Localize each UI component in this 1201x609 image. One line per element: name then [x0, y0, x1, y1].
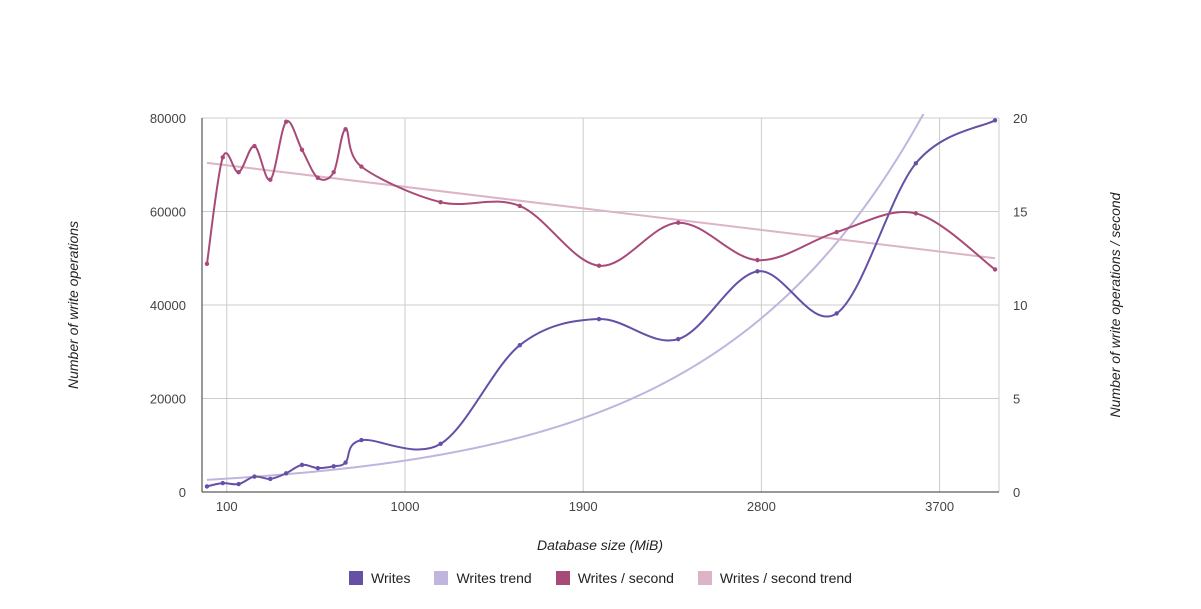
y-tick-label-left: 60000	[150, 205, 186, 220]
writes-second-point[interactable]	[343, 127, 348, 132]
legend-swatch	[555, 571, 570, 585]
writes-point[interactable]	[517, 343, 523, 348]
legend-label: Writes / second trend	[719, 570, 852, 586]
x-tick-label: 2800	[747, 499, 776, 514]
y-tick-label-left: 20000	[150, 392, 186, 407]
legend-item-writes-trend[interactable]: Writes trend	[434, 570, 532, 586]
tick-labels: 0 20000 40000 60000 80000 0 5 10 15 20 100 1000 1900…	[150, 111, 1028, 514]
writes-point[interactable]	[236, 481, 241, 487]
series-lines	[205, 119, 996, 488]
writes-point[interactable]	[220, 480, 225, 486]
writes-second-point[interactable]	[315, 175, 321, 181]
y-tick-label-right: 15	[1013, 205, 1027, 220]
writes-point[interactable]	[315, 465, 321, 471]
y-tick-label-left: 80000	[150, 111, 186, 126]
writes-second-point[interactable]	[676, 220, 681, 225]
y-tick-label-right: 0	[1013, 485, 1020, 500]
writes-second-point[interactable]	[283, 119, 289, 124]
legend-item-writes[interactable]: Writes	[349, 570, 410, 586]
legend-swatch	[697, 571, 712, 585]
writes-point[interactable]	[331, 464, 336, 469]
grid-lines	[202, 117, 1000, 493]
legend-item-writes-second-trend[interactable]: Writes / second trend	[697, 570, 852, 586]
legend-label: Writes / second	[577, 570, 674, 586]
writes-point[interactable]	[359, 437, 364, 443]
legend-label: Writes	[371, 570, 411, 586]
writes-point[interactable]	[204, 484, 210, 489]
x-tick-label: 1900	[569, 499, 598, 514]
writes-second-point[interactable]	[204, 261, 210, 267]
writes-point[interactable]	[438, 441, 443, 447]
data-markers	[204, 118, 998, 489]
writes-point[interactable]	[268, 476, 273, 482]
legend-swatch	[349, 571, 364, 585]
writes-second-point[interactable]	[220, 155, 225, 160]
writes-second-point[interactable]	[236, 170, 241, 175]
writes-point[interactable]	[343, 460, 348, 465]
writes-second-line	[205, 120, 996, 271]
x-tick-label: 1000	[391, 499, 420, 514]
y-tick-label-left: 0	[179, 485, 186, 500]
writes-point[interactable]	[992, 118, 998, 123]
writes-point[interactable]	[299, 462, 305, 468]
y-axis-title-left: Number of write operations	[65, 221, 81, 389]
writes-second-point[interactable]	[268, 177, 273, 182]
x-tick-label: 100	[216, 499, 238, 514]
writes-second-point[interactable]	[252, 143, 257, 149]
y-tick-label-right: 5	[1013, 392, 1020, 407]
y-tick-label-left: 40000	[150, 298, 186, 313]
writes-second-trend-line	[206, 161, 996, 260]
writes-point[interactable]	[252, 474, 257, 479]
writes-second-point[interactable]	[517, 203, 523, 209]
writes-point[interactable]	[834, 311, 839, 316]
writes-point[interactable]	[676, 336, 681, 342]
legend-label: Writes trend	[456, 570, 532, 586]
writes-second-point[interactable]	[992, 267, 998, 272]
legend-item-writes-second[interactable]: Writes / second	[555, 570, 674, 586]
writes-trend-line	[206, 114, 925, 481]
writes-second-point[interactable]	[834, 229, 839, 235]
legend: Writes Writes trend Writes / second Writes …	[0, 570, 1201, 586]
y-axis-title-right: Number of write operations / second	[1107, 191, 1123, 417]
x-tick-label: 3700	[925, 499, 954, 514]
writes-point[interactable]	[283, 471, 289, 476]
x-axis-title: Database size (MiB)	[537, 537, 663, 553]
legend-swatch	[434, 571, 449, 585]
writes-second-point[interactable]	[299, 147, 305, 152]
writes-point[interactable]	[596, 316, 602, 322]
writes-second-point[interactable]	[359, 164, 364, 169]
writes-second-point[interactable]	[755, 257, 760, 263]
y-tick-label-right: 10	[1013, 298, 1027, 313]
writes-second-point[interactable]	[331, 170, 336, 175]
writes-second-point[interactable]	[596, 263, 602, 268]
writes-second-point[interactable]	[438, 199, 443, 205]
trend-lines	[206, 114, 996, 481]
writes-second-point[interactable]	[913, 211, 919, 216]
writes-point[interactable]	[913, 161, 919, 166]
y-tick-label-right: 20	[1013, 111, 1027, 126]
writes-line	[206, 119, 996, 488]
writes-point[interactable]	[755, 269, 760, 274]
